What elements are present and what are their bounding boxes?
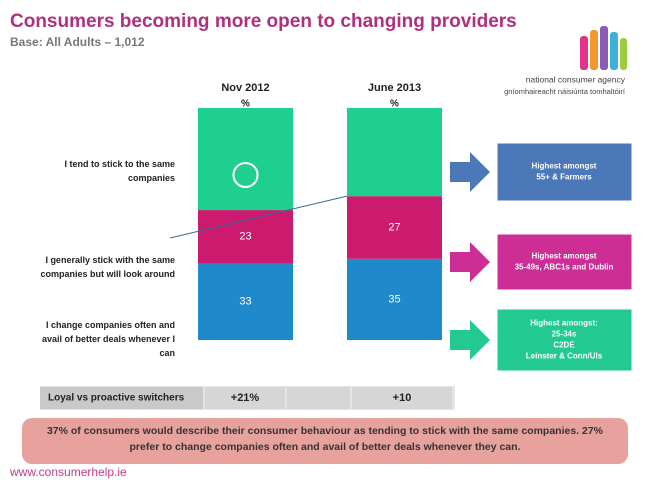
callout-text: C2DE <box>553 341 575 350</box>
callout-text: 55+ & Farmers <box>536 173 592 182</box>
bar-segment <box>198 108 293 211</box>
bar-segment <box>347 258 442 340</box>
note-line: 37% of consumers would describe their co… <box>47 425 604 437</box>
note-line: prefer to change companies often and ava… <box>130 441 521 453</box>
connector <box>169 195 348 239</box>
callout-text: Leinster & Conn/Uls <box>526 352 603 361</box>
bar-segment <box>347 108 442 197</box>
title: Consumers becoming more open to changing… <box>10 11 517 32</box>
value-label: 35 <box>388 293 400 305</box>
logo-name: national consumer agency <box>526 74 626 84</box>
note-box <box>22 418 628 464</box>
column-header: Nov 2012 <box>221 82 269 94</box>
switchers-cell <box>287 387 350 409</box>
series-label: I change companies often and avail of bet… <box>42 320 175 358</box>
arrow <box>450 242 490 282</box>
switchers-value: +10 <box>393 392 412 404</box>
callout-text: 25-34s <box>552 330 577 339</box>
series-label: I tend to stick to the same companies <box>64 159 175 183</box>
callout-box <box>496 233 633 291</box>
value-label: 27 <box>388 221 400 233</box>
callout-text: 35-49s, ABC1s and Dublin <box>515 263 614 272</box>
switchers-cell <box>205 387 285 409</box>
callout-box <box>496 308 633 372</box>
arrow <box>450 152 490 192</box>
callout-box <box>496 142 633 202</box>
bar-segment <box>347 196 442 259</box>
value-label: 33 <box>239 296 251 308</box>
logo-figures <box>580 26 627 70</box>
callout-text: Highest amongst <box>532 252 597 261</box>
callout-text: Highest amongst <box>532 162 597 171</box>
bar-segment <box>198 263 293 340</box>
arrow <box>450 320 490 360</box>
logo-irish: gníomhaireacht náisiúnta tomhaltóirí <box>504 87 626 96</box>
callout-text: Highest amongst: <box>530 319 598 328</box>
marker-circle <box>232 162 259 188</box>
series-label: I generally stick with the same companies… <box>40 255 175 279</box>
switchers-cell <box>352 387 452 409</box>
switchers-label: Loyal vs proactive switchers <box>48 393 185 404</box>
column-header: June 2013 <box>368 82 421 94</box>
switchers-label-cell <box>40 387 203 409</box>
website: www.consumerhelp.ie <box>9 465 127 479</box>
switchers-value: +21% <box>231 392 260 404</box>
value-label: 23 <box>239 231 251 243</box>
column-unit: % <box>390 99 399 110</box>
bar-segment <box>198 210 293 264</box>
subtitle: Base: All Adults – 1,012 <box>10 35 145 49</box>
column-unit: % <box>241 99 250 110</box>
